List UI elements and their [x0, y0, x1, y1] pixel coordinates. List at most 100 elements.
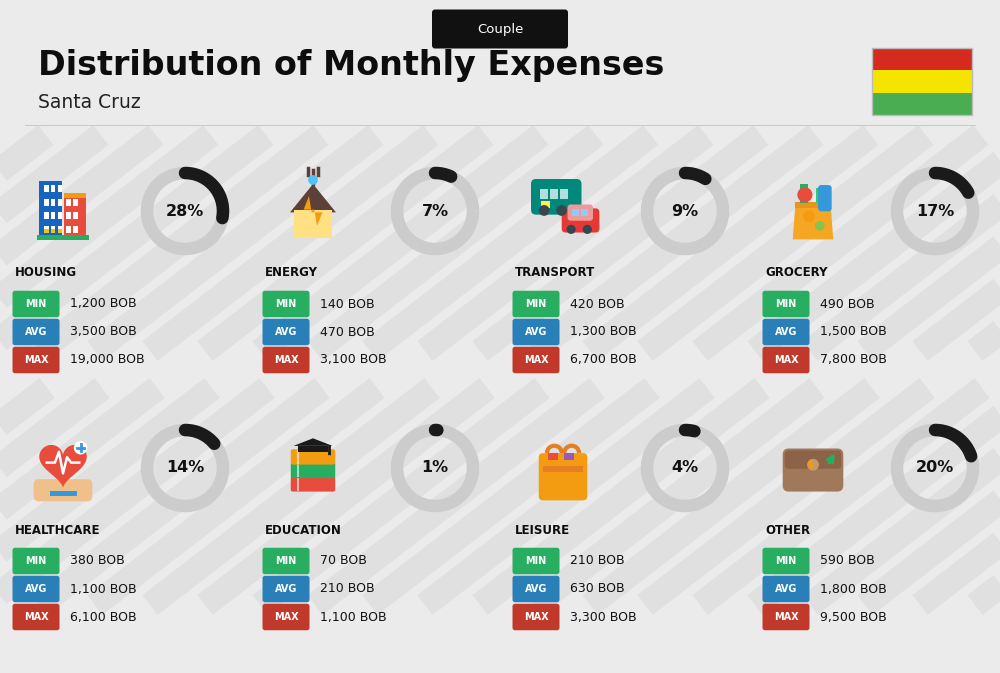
Text: 28%: 28% [166, 203, 204, 219]
Circle shape [539, 205, 550, 216]
Bar [66, 213, 71, 219]
Bar [872, 93, 972, 115]
Text: AVG: AVG [775, 327, 797, 337]
Polygon shape [290, 184, 336, 213]
FancyBboxPatch shape [12, 347, 59, 374]
Text: GROCERY: GROCERY [765, 267, 828, 279]
FancyBboxPatch shape [12, 291, 59, 317]
Text: AVG: AVG [275, 584, 297, 594]
Bar [298, 446, 328, 452]
Text: MIN: MIN [525, 556, 547, 566]
Text: 1,200 BOB: 1,200 BOB [70, 297, 137, 310]
FancyBboxPatch shape [291, 463, 335, 478]
Text: MIN: MIN [275, 299, 297, 309]
FancyBboxPatch shape [262, 604, 310, 630]
Text: 3,100 BOB: 3,100 BOB [320, 353, 387, 367]
Text: AVG: AVG [25, 584, 47, 594]
Bar [564, 453, 574, 460]
FancyBboxPatch shape [512, 347, 560, 374]
Bar [64, 197, 86, 238]
Bar [51, 213, 55, 219]
Bar [64, 192, 86, 197]
Bar [50, 491, 76, 497]
Bar [872, 48, 972, 71]
Bar [581, 209, 588, 217]
Text: 70 BOB: 70 BOB [320, 555, 367, 567]
Bar [543, 466, 583, 472]
Circle shape [583, 225, 592, 234]
Polygon shape [294, 438, 332, 446]
Polygon shape [793, 203, 833, 240]
Circle shape [556, 205, 567, 216]
Circle shape [807, 459, 819, 470]
Bar [58, 185, 62, 192]
Circle shape [308, 175, 318, 185]
Text: TRANSPORT: TRANSPORT [515, 267, 595, 279]
FancyBboxPatch shape [763, 347, 810, 374]
Bar [44, 229, 49, 233]
FancyBboxPatch shape [763, 291, 810, 317]
Text: 590 BOB: 590 BOB [820, 555, 875, 567]
Bar [58, 199, 62, 205]
FancyBboxPatch shape [763, 575, 810, 602]
FancyBboxPatch shape [291, 476, 335, 491]
FancyBboxPatch shape [291, 450, 335, 464]
FancyBboxPatch shape [783, 448, 843, 491]
Text: Couple: Couple [477, 22, 523, 36]
FancyBboxPatch shape [512, 548, 560, 574]
Bar [51, 226, 55, 233]
Text: 210 BOB: 210 BOB [570, 555, 625, 567]
Bar [73, 226, 78, 233]
Text: AVG: AVG [525, 327, 547, 337]
FancyBboxPatch shape [763, 604, 810, 630]
Bar [540, 189, 548, 199]
Text: MAX: MAX [524, 612, 548, 622]
FancyBboxPatch shape [34, 479, 92, 501]
FancyBboxPatch shape [763, 548, 810, 574]
Text: 14%: 14% [166, 460, 204, 476]
Text: 1,100 BOB: 1,100 BOB [320, 610, 387, 623]
Text: 1,100 BOB: 1,100 BOB [70, 583, 137, 596]
Bar [66, 226, 71, 233]
Text: MIN: MIN [25, 556, 47, 566]
FancyBboxPatch shape [12, 319, 59, 345]
FancyBboxPatch shape [562, 209, 599, 233]
FancyBboxPatch shape [12, 548, 59, 574]
Text: 19,000 BOB: 19,000 BOB [70, 353, 145, 367]
Bar [73, 199, 78, 205]
Text: MAX: MAX [274, 355, 298, 365]
Text: Distribution of Monthly Expenses: Distribution of Monthly Expenses [38, 48, 664, 81]
Bar [816, 188, 822, 203]
Bar [872, 48, 972, 115]
FancyBboxPatch shape [568, 205, 593, 221]
Text: MAX: MAX [274, 612, 298, 622]
Text: EDUCATION: EDUCATION [265, 524, 342, 536]
Text: MAX: MAX [24, 612, 48, 622]
Text: 9%: 9% [671, 203, 699, 219]
Text: 3,300 BOB: 3,300 BOB [570, 610, 637, 623]
Bar [51, 199, 55, 205]
Text: 4%: 4% [671, 460, 699, 476]
Text: 380 BOB: 380 BOB [70, 555, 125, 567]
Text: MAX: MAX [774, 612, 798, 622]
Text: 3,500 BOB: 3,500 BOB [70, 326, 137, 339]
FancyBboxPatch shape [539, 453, 587, 500]
Circle shape [797, 187, 812, 203]
Text: AVG: AVG [275, 327, 297, 337]
Bar [58, 229, 62, 233]
FancyBboxPatch shape [262, 347, 310, 374]
Text: HOUSING: HOUSING [15, 267, 77, 279]
Bar [44, 185, 49, 192]
Bar [548, 453, 558, 460]
Bar [294, 210, 332, 238]
Bar [795, 201, 831, 209]
Bar [872, 71, 972, 93]
FancyBboxPatch shape [512, 575, 560, 602]
Text: Santa Cruz: Santa Cruz [38, 94, 141, 112]
Bar [550, 189, 558, 199]
Text: 6,700 BOB: 6,700 BOB [570, 353, 637, 367]
FancyBboxPatch shape [818, 185, 832, 211]
Bar [572, 209, 579, 217]
Text: $: $ [806, 460, 814, 470]
FancyBboxPatch shape [432, 9, 568, 48]
